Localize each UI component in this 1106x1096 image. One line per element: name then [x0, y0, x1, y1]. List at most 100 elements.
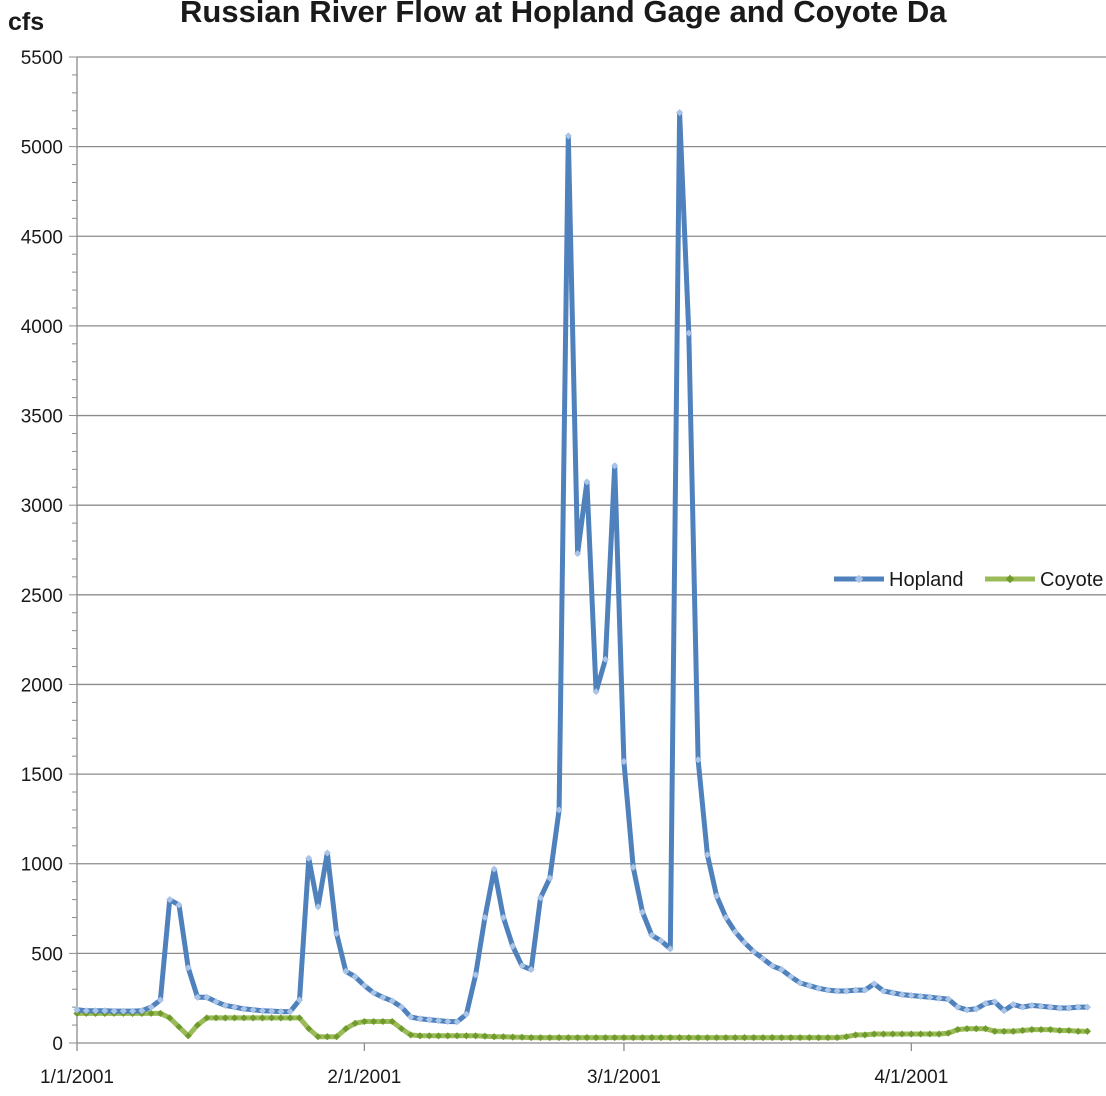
hopland-point: [379, 993, 387, 1001]
hopland-point: [898, 991, 906, 999]
coyote-point: [629, 1034, 637, 1042]
hopland-point: [1065, 1004, 1073, 1012]
coyote-point: [472, 1032, 480, 1040]
coyote-point: [768, 1034, 776, 1042]
x-tick-label: 4/1/2001: [874, 1067, 948, 1088]
coyote-point: [370, 1017, 378, 1026]
coyote-point: [898, 1030, 906, 1038]
coyote-point: [1074, 1027, 1082, 1035]
y-tick-label: 0: [52, 1034, 63, 1055]
coyote-point: [1000, 1027, 1008, 1035]
y-tick-label: 1500: [21, 765, 63, 786]
hopland-point: [805, 982, 813, 990]
hopland-point: [1046, 1003, 1054, 1011]
coyote-point: [574, 1034, 582, 1042]
hopland-point: [1019, 1003, 1027, 1011]
hopland-point: [824, 986, 832, 994]
axes: [69, 56, 1106, 1051]
y-tick-label: 5000: [21, 138, 63, 159]
coyote-point: [314, 1033, 322, 1041]
hopland-point: [1000, 1007, 1008, 1015]
coyote-point: [156, 1009, 164, 1017]
chart-title: Russian River Flow at Hopland Gage and C…: [180, 0, 947, 29]
series-layer: [73, 109, 1091, 1042]
hopland-point: [370, 989, 378, 997]
hopland-point: [731, 928, 739, 936]
coyote-point: [750, 1034, 758, 1042]
hopland-point: [333, 930, 341, 938]
coyote-point: [879, 1030, 888, 1038]
coyote-point: [685, 1034, 693, 1042]
hopland-point: [935, 994, 943, 1002]
hopland-point: [861, 986, 869, 994]
hopland-point: [527, 965, 535, 974]
coyote-point: [1056, 1026, 1064, 1035]
hopland-point: [620, 758, 628, 766]
coyote-point: [1028, 1026, 1036, 1034]
hopland-point: [981, 1000, 990, 1008]
hopland-point: [472, 971, 480, 979]
hopland-point: [666, 945, 674, 953]
coyote-point: [295, 1014, 304, 1022]
hopland-point: [926, 993, 934, 1001]
hopland-point: [509, 942, 517, 950]
hopland-point: [453, 1018, 461, 1026]
coyote-point: [972, 1025, 980, 1033]
hopland-point: [184, 964, 192, 972]
hopland-point: [592, 688, 600, 696]
hopland-point: [1074, 1003, 1082, 1011]
hopland-point: [870, 980, 878, 988]
hopland-point: [351, 973, 359, 981]
hopland-point: [648, 931, 656, 939]
hopland-point: [138, 1007, 146, 1015]
coyote-point: [564, 1034, 572, 1042]
hopland-point: [972, 1005, 980, 1013]
hopland-point: [759, 955, 767, 963]
hopland-point: [462, 1010, 470, 1018]
hopland-point: [629, 863, 637, 871]
hopland-point: [1009, 1000, 1017, 1009]
coyote-point: [601, 1034, 609, 1042]
hopland-point: [842, 987, 850, 995]
hopland-point: [416, 1015, 424, 1023]
hopland-point: [638, 908, 647, 916]
coyote-point: [351, 1019, 359, 1027]
coyote-point: [221, 1014, 229, 1022]
hopland-point: [991, 998, 999, 1006]
hopland-point: [1083, 1003, 1091, 1011]
hopland-point: [685, 329, 693, 337]
hopland-point: [944, 995, 952, 1003]
coyote-point: [1083, 1027, 1091, 1035]
y-tick-label: 3500: [21, 407, 63, 428]
hopland-point: [722, 913, 730, 922]
coyote-point: [1037, 1026, 1045, 1034]
hopland-point: [583, 478, 591, 486]
y-tick-label: 4500: [21, 227, 63, 248]
coyote-point: [713, 1034, 721, 1042]
hopland-point: [917, 992, 925, 1000]
hopland-point: [203, 993, 211, 1001]
hopland-point: [360, 982, 368, 990]
coyote-point: [759, 1034, 767, 1042]
coyote-point: [416, 1032, 424, 1040]
coyote-point: [917, 1030, 925, 1038]
coyote-point: [1065, 1026, 1073, 1035]
coyote-point: [592, 1034, 600, 1042]
coyote-point: [1046, 1026, 1054, 1034]
hopland-point: [740, 939, 749, 947]
hopland-point: [796, 979, 804, 987]
hopland-point: [397, 1003, 405, 1011]
hopland-point: [425, 1016, 433, 1024]
coyote-point: [833, 1034, 841, 1042]
hopland-point: [490, 865, 498, 873]
hopland-point: [536, 894, 545, 902]
hopland-point: [499, 913, 507, 922]
coyote-point: [388, 1017, 396, 1026]
y-tick-label: 4000: [21, 317, 63, 338]
coyote-point: [722, 1034, 730, 1042]
coyote-point: [907, 1030, 915, 1038]
hopland-point: [240, 1005, 248, 1013]
hopland-point: [388, 997, 396, 1005]
y-tick-label: 3000: [21, 496, 63, 517]
